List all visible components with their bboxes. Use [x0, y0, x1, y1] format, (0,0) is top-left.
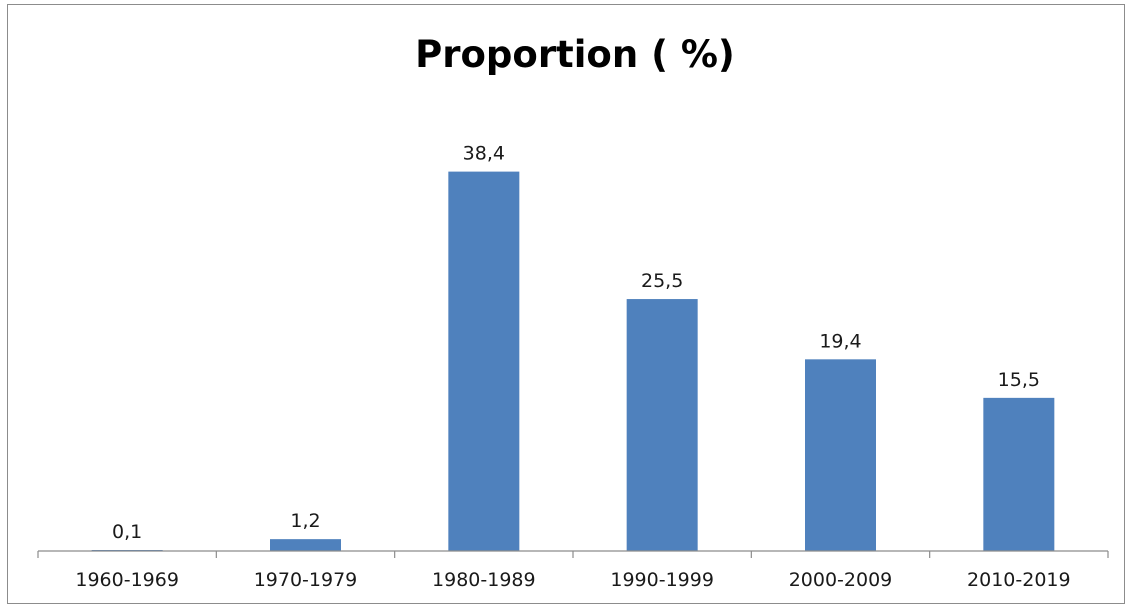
chart-frame	[7, 4, 1125, 604]
data-label-1960-1969: 0,1	[112, 521, 142, 543]
tick-label-1980-1989: 1980-1989	[432, 569, 536, 591]
x-axis: 1960-1969 1970-1979 1980-1989 1990-1999 2000…	[37, 550, 1109, 591]
tick-label-1970-1979: 1970-1979	[254, 569, 358, 591]
bars-layer	[91, 171, 1055, 551]
tick-label-2000-2009: 2000-2009	[789, 569, 893, 591]
tick-label-1960-1969: 1960-1969	[75, 569, 179, 591]
bar-2000-2009	[805, 359, 876, 551]
bar-1970-1979	[270, 539, 341, 551]
chart-title: Proportion ( %)	[415, 33, 735, 76]
tick-label-1990-1999: 1990-1999	[610, 569, 714, 591]
data-label-2000-2009: 19,4	[819, 330, 861, 352]
data-labels-layer: 0,1 1,2 38,4 25,5 19,4 15,5	[112, 143, 1040, 543]
tick-label-2010-2019: 2010-2019	[967, 569, 1071, 591]
data-label-1990-1999: 25,5	[641, 270, 683, 292]
data-label-1980-1989: 38,4	[463, 143, 505, 165]
data-label-1970-1979: 1,2	[290, 510, 320, 532]
bar-1980-1989	[448, 171, 520, 551]
bar-1990-1999	[626, 299, 698, 551]
data-label-2010-2019: 15,5	[998, 369, 1040, 391]
bar-2010-2019	[983, 397, 1055, 551]
